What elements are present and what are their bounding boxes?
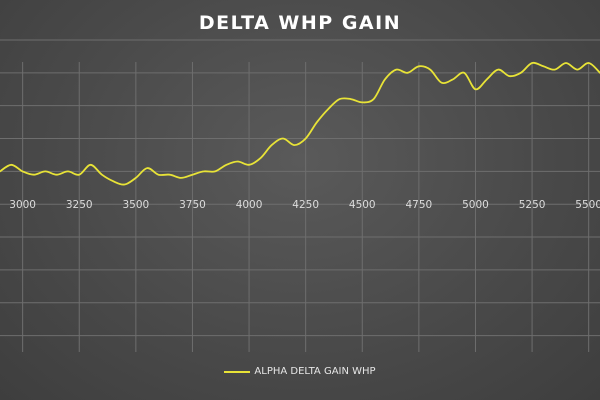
legend-label: ALPHA DELTA GAIN WHP xyxy=(254,366,376,377)
x-tick-label: 5250 xyxy=(519,199,546,211)
x-tick-label: 4750 xyxy=(406,199,433,211)
x-tick-label: 5000 xyxy=(462,199,489,211)
x-tick-label: 4500 xyxy=(349,199,376,211)
x-tick-labels: 3000 3250 3500 3750 4000 4250 4500 4750 5000 5250… xyxy=(9,199,600,211)
x-tick-label: 3250 xyxy=(66,199,93,211)
series-layer xyxy=(0,61,600,186)
x-tick-label: 5500 xyxy=(575,199,600,211)
chart-title: DELTA WHP GAIN xyxy=(198,12,402,34)
x-tick-label: 4250 xyxy=(292,199,319,211)
x-tick-label: 4000 xyxy=(236,199,263,211)
legend: ALPHA DELTA GAIN WHP xyxy=(0,366,600,377)
series-line xyxy=(0,61,600,186)
gridlines xyxy=(0,39,600,352)
x-tick-label: 3750 xyxy=(179,199,206,211)
x-tick-label: 3500 xyxy=(122,199,149,211)
legend-swatch xyxy=(224,370,251,373)
x-tick-label: 3000 xyxy=(9,199,36,211)
